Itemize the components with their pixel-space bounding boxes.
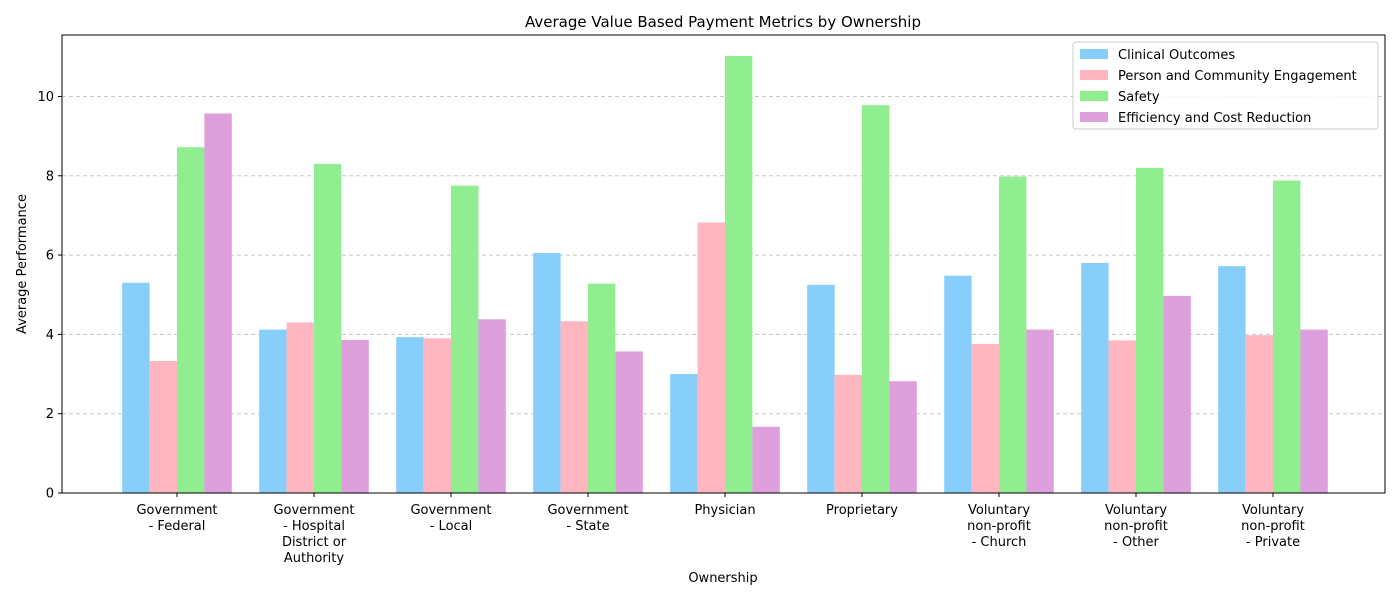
bar xyxy=(944,275,972,493)
plot-area-frame xyxy=(61,34,1386,494)
y-tick-label: 0 xyxy=(46,487,54,502)
x-tick-label: non-profit xyxy=(967,519,1031,534)
bar xyxy=(1300,329,1328,493)
bar xyxy=(889,381,917,493)
bar xyxy=(1026,329,1054,493)
bar xyxy=(725,56,753,493)
bar xyxy=(862,105,890,493)
bar xyxy=(752,426,780,493)
bar xyxy=(999,176,1027,493)
y-axis-ticks: 0 2 4 6 8 10 xyxy=(37,90,62,502)
chart-title: Average Value Based Payment Metrics by O… xyxy=(525,13,921,31)
bar xyxy=(1218,266,1246,493)
bar xyxy=(423,338,451,493)
legend-entry-label: Clinical Outcomes xyxy=(1118,48,1235,63)
x-tick-label: - State xyxy=(566,519,609,534)
bar xyxy=(1136,167,1164,493)
bar xyxy=(1245,335,1273,493)
x-tick-label: Government xyxy=(273,503,354,518)
bar xyxy=(286,322,314,493)
legend-entry-label: Safety xyxy=(1118,90,1160,105)
bar xyxy=(1108,340,1136,493)
x-tick-label: District or xyxy=(282,535,347,550)
x-tick-label: - Private xyxy=(1246,535,1300,550)
y-tick-label: 10 xyxy=(37,90,54,105)
x-tick-label: Voluntary xyxy=(1105,503,1167,518)
bar xyxy=(971,343,999,493)
x-tick-label: Government xyxy=(410,503,491,518)
x-tick-label: - Federal xyxy=(149,519,206,534)
bars xyxy=(122,56,1328,494)
legend-swatch xyxy=(1080,91,1108,101)
bar xyxy=(588,283,616,493)
legend-swatch xyxy=(1080,112,1108,122)
bar xyxy=(341,339,369,493)
legend-swatch xyxy=(1080,70,1108,80)
x-tick-label: Physician xyxy=(694,503,755,518)
x-tick-label: non-profit xyxy=(1104,519,1168,534)
bar xyxy=(478,319,506,493)
x-tick-label: - Other xyxy=(1113,535,1159,550)
x-tick-label: Voluntary xyxy=(1242,503,1304,518)
legend-entry-label: Person and Community Engagement xyxy=(1118,69,1357,84)
x-tick-label: Government xyxy=(136,503,217,518)
bar xyxy=(451,185,479,494)
bar xyxy=(670,374,698,493)
x-tick-label: - Hospital xyxy=(283,519,345,534)
x-tick-label: non-profit xyxy=(1241,519,1305,534)
bar xyxy=(615,351,643,493)
bar xyxy=(1163,295,1191,493)
legend-entry-label: Efficiency and Cost Reduction xyxy=(1118,111,1311,126)
legend: Clinical Outcomes Person and Community En… xyxy=(1072,41,1379,130)
bar xyxy=(1081,263,1109,493)
y-axis-label: Average Performance xyxy=(15,194,30,334)
x-tick-label: Authority xyxy=(284,551,344,566)
bar xyxy=(697,222,725,494)
bar xyxy=(122,282,150,493)
legend-swatch xyxy=(1080,49,1108,59)
legend-box xyxy=(1072,41,1379,130)
bar xyxy=(1273,180,1301,494)
x-tick-label: - Church xyxy=(972,535,1027,550)
bar xyxy=(533,253,561,493)
bar xyxy=(149,360,177,493)
x-tick-label: Voluntary xyxy=(968,503,1030,518)
y-tick-label: 4 xyxy=(46,328,54,343)
x-tick-label: - Local xyxy=(430,519,473,534)
bar xyxy=(807,284,835,493)
y-tick-label: 6 xyxy=(46,249,54,264)
bar xyxy=(834,374,862,493)
bar xyxy=(314,163,342,494)
x-axis-label: Ownership xyxy=(688,571,757,586)
bar xyxy=(177,147,205,493)
bar xyxy=(560,321,588,493)
y-tick-label: 2 xyxy=(46,407,54,422)
bar xyxy=(396,337,424,493)
x-tick-label: Proprietary xyxy=(826,503,898,518)
x-tick-label: Government xyxy=(547,503,628,518)
bar xyxy=(259,329,287,493)
y-tick-label: 8 xyxy=(46,169,54,184)
bar xyxy=(204,113,232,493)
